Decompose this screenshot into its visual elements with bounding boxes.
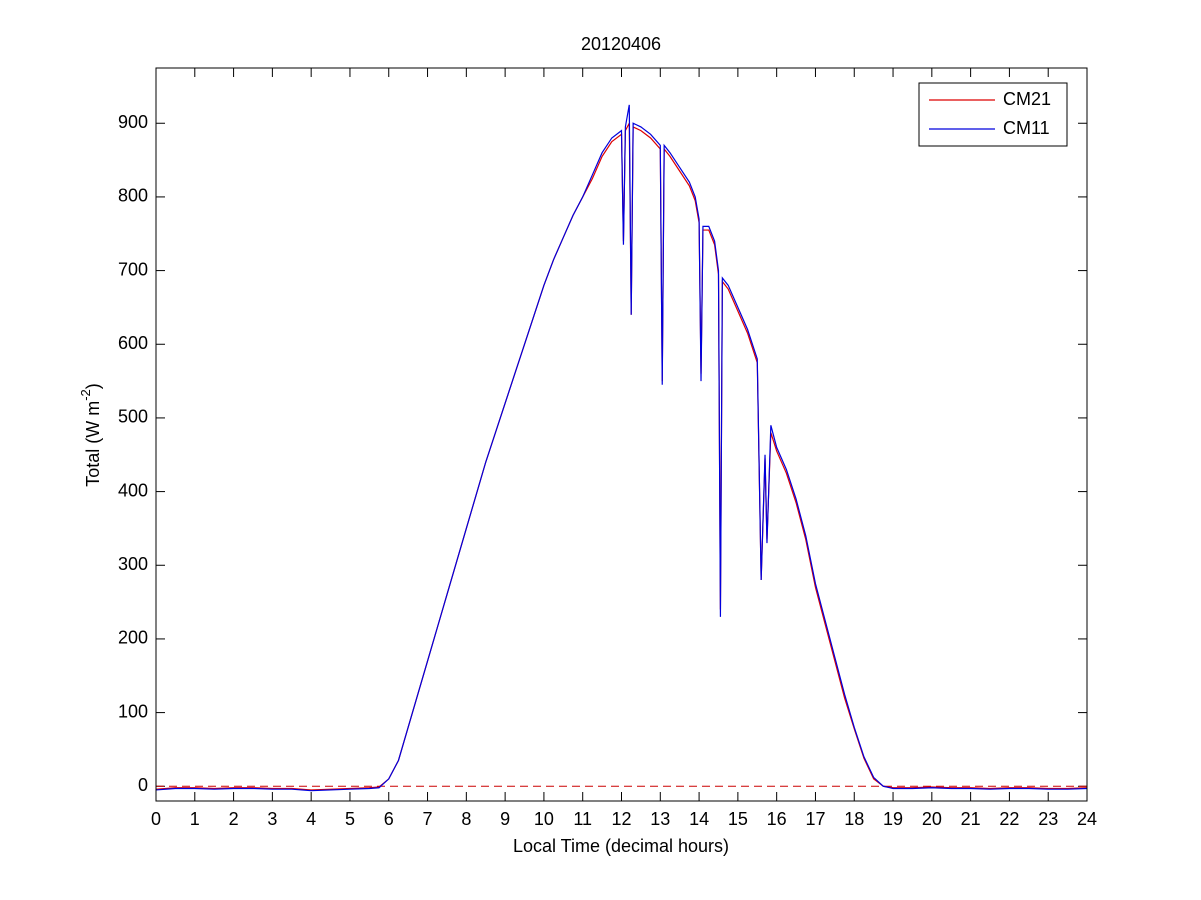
legend-label: CM21 [1003, 89, 1051, 109]
x-tick-label: 4 [306, 809, 316, 829]
legend-box [918, 82, 1068, 147]
y-tick-label: 900 [118, 112, 148, 132]
y-label-superscript: -2 [78, 389, 93, 401]
x-tick-label: 10 [534, 809, 554, 829]
axes-box [155, 67, 1088, 802]
legend-label: CM11 [1003, 118, 1050, 138]
y-tick-label: 0 [138, 775, 148, 795]
y-tick-label: 400 [118, 480, 148, 500]
x-tick-label: 11 [573, 809, 592, 829]
x-tick-label: 12 [611, 809, 631, 829]
x-axis-label: Local Time (decimal hours) [513, 836, 729, 856]
plot-area [156, 68, 1087, 801]
y-tick-label: 500 [118, 407, 148, 427]
y-tick-label: 600 [118, 333, 148, 353]
x-tick-label: 6 [384, 809, 394, 829]
x-tick-label: 8 [461, 809, 471, 829]
x-tick-label: 14 [689, 809, 709, 829]
x-tick-label: 21 [961, 809, 981, 829]
x-tick-label: 19 [883, 809, 903, 829]
x-tick-label: 1 [190, 809, 200, 829]
x-tick-label: 22 [999, 809, 1019, 829]
y-tick-label: 100 [118, 701, 148, 721]
x-tick-label: 18 [844, 809, 864, 829]
x-tick-label: 3 [267, 809, 277, 829]
x-tick-label: 23 [1038, 809, 1058, 829]
x-tick-label: 15 [728, 809, 748, 829]
y-axis-label: Total (W m-2) [78, 383, 102, 487]
y-tick-label: 800 [118, 186, 148, 206]
y-tick-label: 200 [118, 628, 148, 648]
x-tick-label: 9 [500, 809, 510, 829]
y-label-suffix: ) [83, 383, 103, 389]
x-tick-label: 13 [650, 809, 670, 829]
y-tick-label: 700 [118, 259, 148, 279]
x-tick-label: 17 [805, 809, 825, 829]
y-tick-label: 300 [118, 554, 148, 574]
x-tick-label: 7 [423, 809, 433, 829]
x-tick-label: 20 [922, 809, 942, 829]
chart-title: 20120406 [581, 34, 661, 54]
x-tick-label: 16 [767, 809, 787, 829]
x-tick-label: 0 [151, 809, 161, 829]
x-tick-label: 24 [1077, 809, 1097, 829]
data-line [155, 104, 1088, 792]
x-tick-label: 5 [345, 809, 355, 829]
x-tick-label: 2 [229, 809, 239, 829]
y-label-text: Total (W m [83, 401, 103, 487]
